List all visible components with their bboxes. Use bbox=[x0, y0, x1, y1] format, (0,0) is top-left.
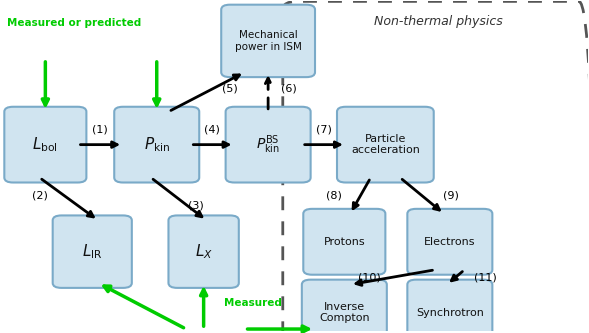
FancyBboxPatch shape bbox=[4, 107, 87, 182]
Text: Protons: Protons bbox=[323, 237, 365, 247]
Text: Inverse
Compton: Inverse Compton bbox=[319, 302, 370, 323]
Text: Electrons: Electrons bbox=[424, 237, 475, 247]
Text: (8): (8) bbox=[326, 191, 342, 201]
Text: (11): (11) bbox=[474, 272, 497, 282]
FancyBboxPatch shape bbox=[168, 215, 239, 288]
Text: (1): (1) bbox=[92, 125, 108, 135]
FancyBboxPatch shape bbox=[52, 215, 132, 288]
Text: Mechanical
power in ISM: Mechanical power in ISM bbox=[234, 30, 302, 52]
Text: (5): (5) bbox=[222, 84, 238, 94]
FancyBboxPatch shape bbox=[221, 5, 315, 77]
Text: Measured or predicted: Measured or predicted bbox=[7, 18, 141, 28]
Text: (3): (3) bbox=[188, 200, 204, 210]
Text: $L_{X}$: $L_{X}$ bbox=[194, 242, 213, 261]
FancyBboxPatch shape bbox=[114, 107, 199, 182]
Text: (6): (6) bbox=[281, 84, 296, 94]
Text: $P_{\mathrm{kin}}$: $P_{\mathrm{kin}}$ bbox=[144, 135, 170, 154]
FancyBboxPatch shape bbox=[303, 209, 385, 275]
FancyBboxPatch shape bbox=[302, 280, 387, 333]
FancyBboxPatch shape bbox=[337, 107, 434, 182]
Text: Particle
acceleration: Particle acceleration bbox=[351, 134, 420, 156]
Text: (2): (2) bbox=[32, 191, 48, 201]
Text: Synchrotron: Synchrotron bbox=[416, 308, 484, 318]
Text: (7): (7) bbox=[316, 125, 332, 135]
FancyBboxPatch shape bbox=[408, 280, 492, 333]
Text: (9): (9) bbox=[444, 191, 459, 201]
FancyBboxPatch shape bbox=[408, 209, 492, 275]
Text: (10): (10) bbox=[358, 272, 380, 282]
FancyBboxPatch shape bbox=[226, 107, 310, 182]
Text: $L_{\mathrm{IR}}$: $L_{\mathrm{IR}}$ bbox=[82, 242, 102, 261]
Text: Measured: Measured bbox=[224, 298, 282, 308]
Text: $L_{\mathrm{bol}}$: $L_{\mathrm{bol}}$ bbox=[32, 135, 58, 154]
Text: (4): (4) bbox=[204, 125, 220, 135]
Text: Non-thermal physics: Non-thermal physics bbox=[374, 15, 502, 28]
Text: $P_{\mathrm{kin}}^{\mathrm{BS}}$: $P_{\mathrm{kin}}^{\mathrm{BS}}$ bbox=[256, 133, 280, 156]
